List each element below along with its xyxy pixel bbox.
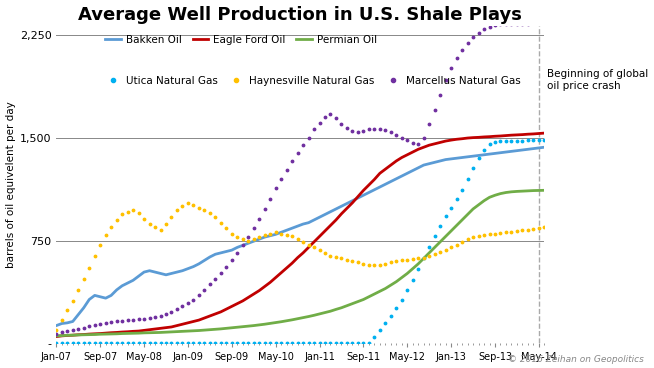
Text: © 2016 Zeihan on Geopolitics: © 2016 Zeihan on Geopolitics (508, 355, 644, 364)
Title: Average Well Production in U.S. Shale Plays: Average Well Production in U.S. Shale Pl… (78, 6, 523, 24)
Legend: Utica Natural Gas, Haynesville Natural Gas, Marcellus Natural Gas: Utica Natural Gas, Haynesville Natural G… (105, 76, 521, 86)
Text: Beginning of global
oil price crash: Beginning of global oil price crash (547, 69, 648, 91)
Y-axis label: barrels of oil equivelent per day: barrels of oil equivelent per day (5, 102, 16, 268)
